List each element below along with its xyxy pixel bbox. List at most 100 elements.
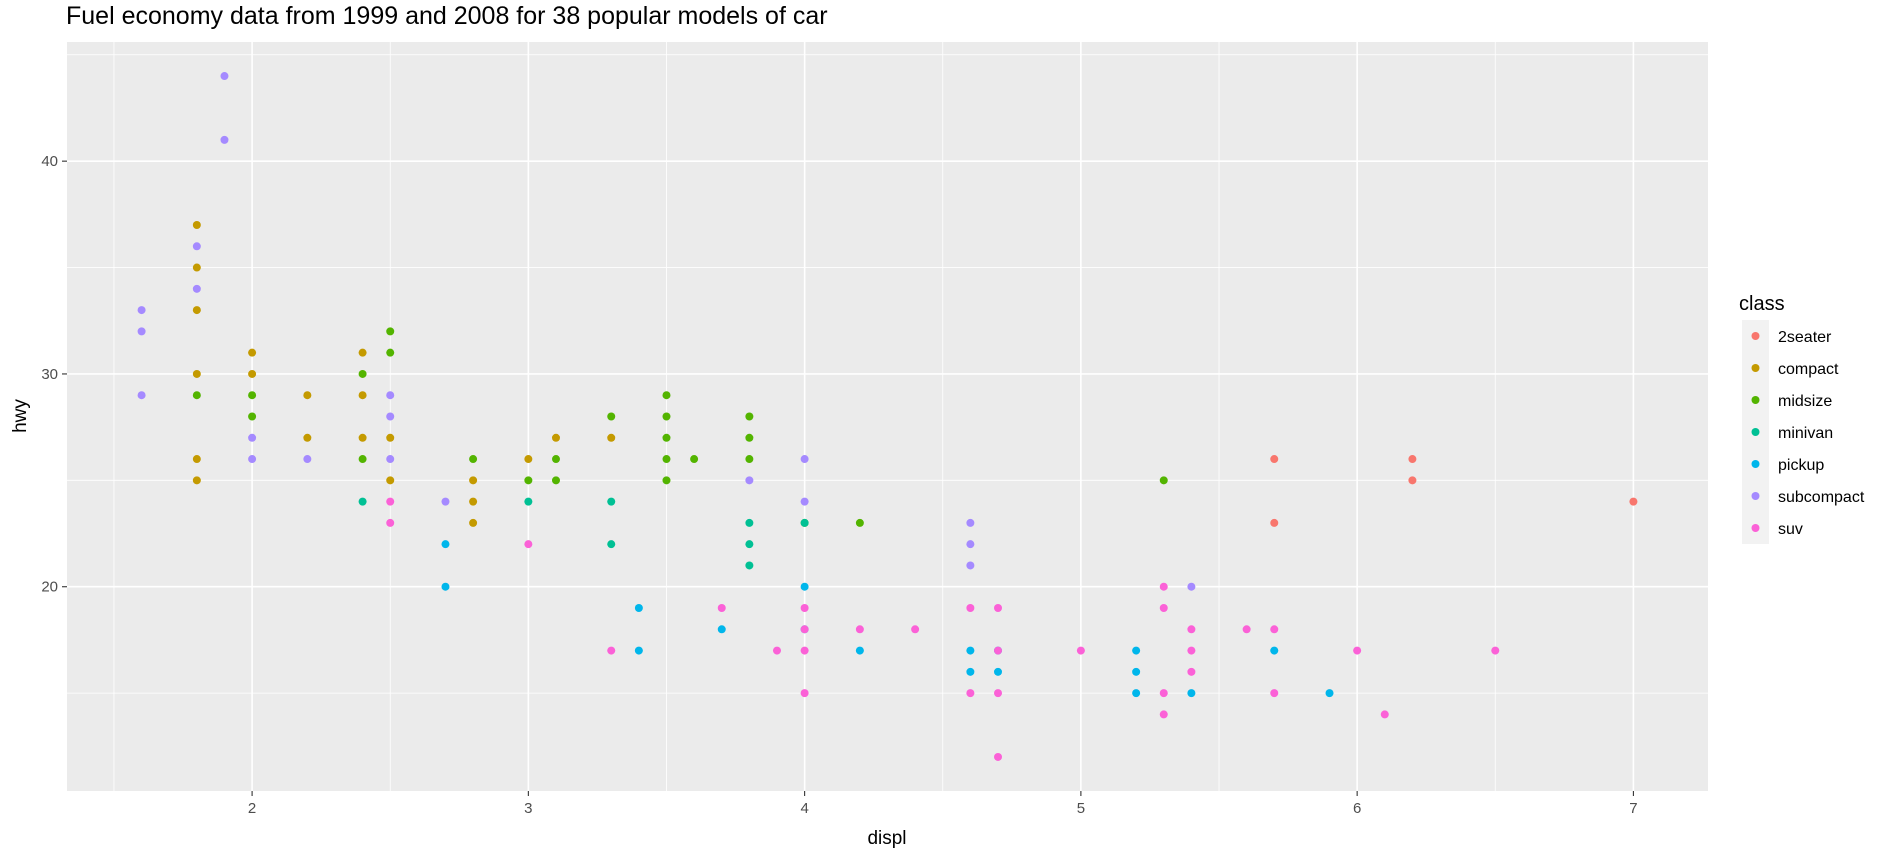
data-point-pickup (441, 540, 450, 549)
data-point-pickup (634, 604, 643, 613)
chart-title: Fuel economy data from 1999 and 2008 for… (66, 2, 828, 30)
data-point-compact (358, 391, 367, 400)
data-point-suv (994, 604, 1003, 613)
y-tick-label: 20 (41, 579, 58, 596)
data-point-compact (358, 348, 367, 357)
x-tick-label: 5 (1077, 800, 1085, 817)
data-point-midsize (607, 412, 616, 421)
data-point-compact (358, 433, 367, 442)
data-point-compact (607, 433, 616, 442)
data-point-midsize (662, 455, 671, 464)
data-point-suv (386, 518, 395, 527)
data-point-pickup (634, 646, 643, 655)
data-point-subcompact (220, 72, 229, 81)
data-point-suv (1380, 710, 1389, 719)
data-point-compact (248, 369, 257, 378)
data-point-compact (192, 263, 201, 272)
x-tick-label: 2 (248, 800, 256, 817)
data-point-minivan (745, 518, 754, 527)
data-point-subcompact (220, 135, 229, 144)
data-point-minivan (358, 497, 367, 506)
data-point-pickup (1132, 646, 1141, 655)
data-point-compact (303, 391, 312, 400)
data-point-midsize (662, 391, 671, 400)
x-tick-label: 4 (800, 800, 808, 817)
data-point-pickup (1270, 646, 1279, 655)
data-point-midsize (745, 412, 754, 421)
x-axis-title: displ (867, 828, 906, 849)
data-point-pickup (966, 646, 975, 655)
data-point-suv (994, 752, 1003, 761)
data-point-2seater (1270, 455, 1279, 464)
data-point-subcompact (248, 455, 257, 464)
data-point-suv (772, 646, 781, 655)
data-point-subcompact (137, 391, 146, 400)
data-point-midsize (524, 476, 533, 485)
data-point-suv (1187, 625, 1196, 634)
data-point-minivan (524, 497, 533, 506)
data-point-suv (800, 689, 809, 698)
data-point-subcompact (192, 242, 201, 251)
data-point-2seater (1270, 518, 1279, 527)
data-point-minivan (745, 561, 754, 570)
data-point-suv (994, 689, 1003, 698)
legend-key-dot (1751, 460, 1760, 468)
data-point-pickup (966, 667, 975, 676)
data-point-compact (248, 348, 257, 357)
data-point-subcompact (800, 497, 809, 506)
data-point-compact (551, 433, 560, 442)
data-point-suv (524, 540, 533, 549)
data-point-pickup (1132, 667, 1141, 676)
data-point-suv (966, 689, 975, 698)
data-point-suv (1270, 625, 1279, 634)
legend-key-dot (1751, 332, 1760, 340)
data-point-subcompact (1187, 582, 1196, 591)
data-point-compact (524, 455, 533, 464)
data-point-compact (386, 476, 395, 485)
data-point-pickup (1187, 689, 1196, 698)
data-point-midsize (551, 476, 560, 485)
data-point-midsize (248, 412, 257, 421)
data-point-subcompact (386, 455, 395, 464)
data-point-pickup (1325, 689, 1334, 698)
data-point-suv (1353, 646, 1362, 655)
data-point-suv (911, 625, 920, 634)
data-point-minivan (800, 518, 809, 527)
data-point-2seater (1408, 455, 1417, 464)
data-point-midsize (690, 455, 699, 464)
legend-key-dot (1751, 364, 1760, 372)
data-point-midsize (469, 455, 478, 464)
data-point-subcompact (137, 306, 146, 315)
data-point-suv (855, 625, 864, 634)
data-point-suv (994, 646, 1003, 655)
data-point-compact (469, 497, 478, 506)
data-point-midsize (386, 327, 395, 336)
legend-title: class (1739, 293, 1785, 315)
data-point-midsize (662, 412, 671, 421)
data-point-subcompact (248, 433, 257, 442)
data-point-suv (1159, 710, 1168, 719)
data-point-suv (1187, 646, 1196, 655)
data-point-midsize (248, 391, 257, 400)
data-point-suv (1491, 646, 1500, 655)
data-point-compact (192, 369, 201, 378)
legend: class 2seater compact midsize minivan pickup… (1739, 293, 1865, 544)
legend-key-dot (1751, 428, 1760, 436)
data-point-suv (1076, 646, 1085, 655)
data-point-subcompact (966, 518, 975, 527)
x-tick-label: 7 (1629, 800, 1637, 817)
data-point-suv (1159, 689, 1168, 698)
data-points (137, 72, 1638, 761)
data-point-suv (800, 646, 809, 655)
data-point-suv (1242, 625, 1251, 634)
data-point-midsize (551, 455, 560, 464)
data-point-midsize (662, 433, 671, 442)
legend-label: subcompact (1778, 489, 1865, 506)
legend-label: midsize (1778, 393, 1832, 410)
data-point-suv (1270, 689, 1279, 698)
data-point-minivan (607, 497, 616, 506)
data-point-compact (469, 518, 478, 527)
x-tick-label: 6 (1353, 800, 1361, 817)
plot-panel (67, 42, 1708, 791)
